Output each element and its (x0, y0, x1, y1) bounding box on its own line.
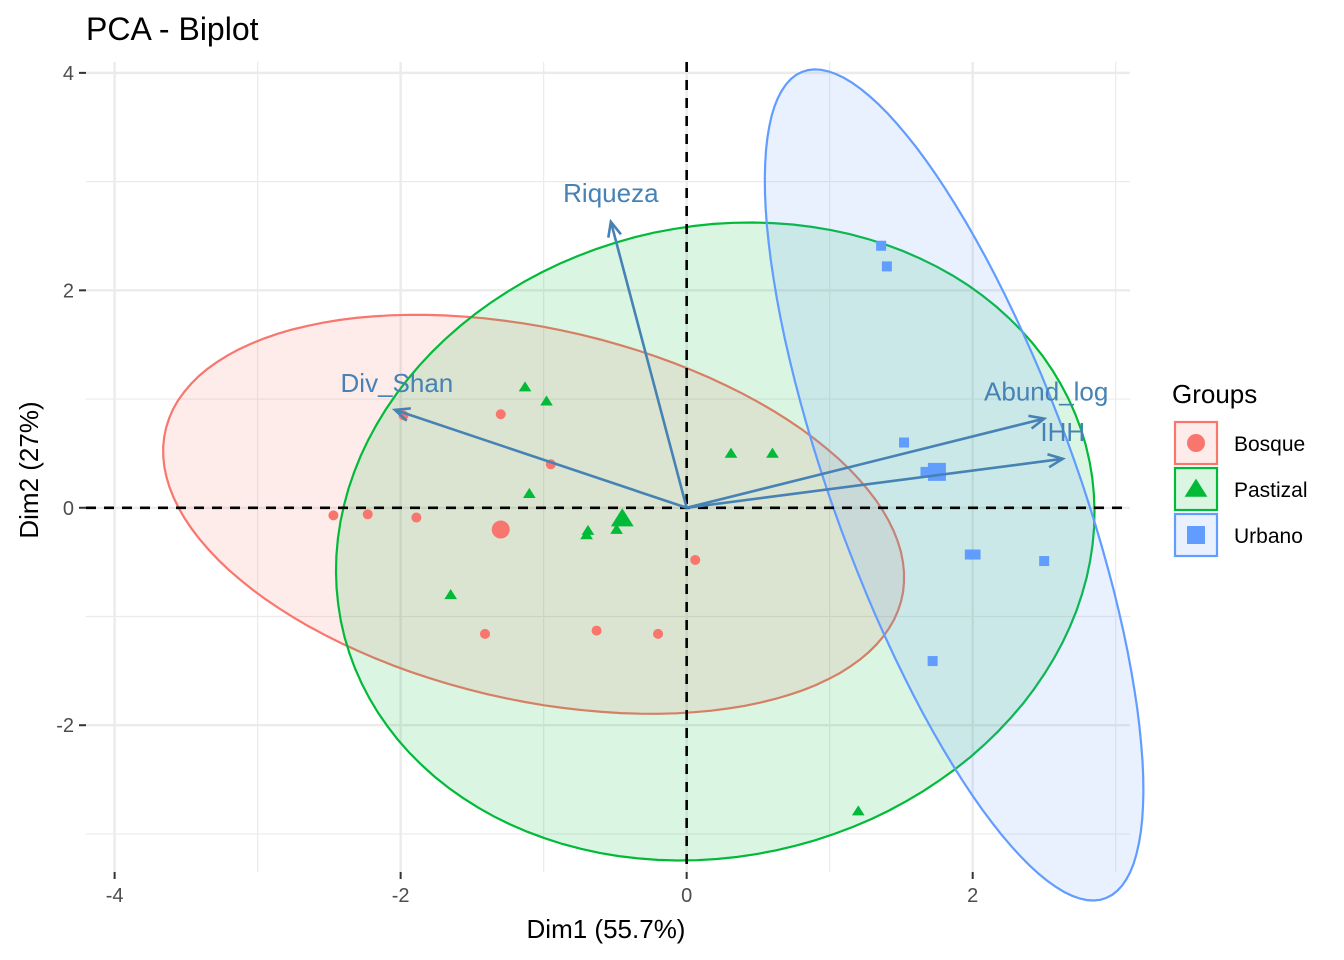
point-pastizal (610, 523, 623, 534)
point-pastizal (580, 529, 593, 540)
x-tick-label: -4 (106, 885, 124, 907)
point-urbano (881, 261, 892, 272)
y-axis-title: Dim2 (27%) (14, 401, 44, 538)
arrow-riqueza (609, 221, 688, 509)
point-urbano (876, 240, 887, 251)
legend-label-urbano: Urbano (1234, 525, 1303, 548)
point-bosque (591, 625, 602, 636)
ellipse-bosque (162, 313, 906, 715)
point-bosque (411, 512, 422, 523)
point-bosque (690, 554, 701, 565)
point-pastizal (766, 447, 779, 458)
point-urbano (920, 466, 931, 477)
point-pastizal (518, 381, 532, 392)
arrow-div-shan (394, 408, 688, 510)
point-urbano (1039, 556, 1050, 567)
point-pastizal (851, 805, 865, 816)
point-urbano (899, 437, 910, 448)
centroid-pastizal (610, 508, 634, 527)
axis-ticks: -4 -2 0 2 -2 0 2 4 (56, 63, 978, 907)
x-tick-label: 0 (681, 885, 692, 907)
variable-label-div-shan: Div_Shan (341, 368, 454, 398)
point-urbano (927, 656, 938, 667)
arrowhead-ihh (1047, 453, 1066, 469)
arrow-ihh (686, 457, 1063, 510)
arrowhead-abund-log (1028, 414, 1048, 430)
variable-label-riqueza: Riqueza (563, 178, 659, 208)
centroid-urbano (927, 462, 946, 481)
variable-arrows: Riqueza Div_Shan Abund_log IHH (341, 178, 1108, 510)
y-tick-label: 2 (63, 280, 74, 302)
point-bosque (328, 510, 339, 521)
legend-symbol-bosque (1187, 434, 1205, 452)
chart-title: PCA - Biplot (86, 11, 259, 47)
x-axis-title: Dim1 (55.7%) (527, 914, 686, 944)
variable-label-abund-log: Abund_log (984, 377, 1108, 407)
point-bosque (495, 409, 506, 420)
y-tick-label: -2 (56, 715, 74, 737)
legend-symbol-urbano (1187, 526, 1205, 544)
legend-symbol-pastizal (1184, 478, 1208, 497)
point-pastizal (523, 487, 536, 498)
x-tick-label: -2 (392, 885, 410, 907)
arrow-abund-log (686, 417, 1045, 510)
point-bosque (480, 628, 491, 639)
legend: Groups Bosque Pastizal Urbano (1172, 379, 1308, 558)
arrowhead-riqueza (607, 218, 622, 238)
centroid-bosque (491, 520, 510, 539)
point-pastizal (724, 447, 738, 458)
point-pastizal (540, 395, 553, 406)
legend-label-pastizal: Pastizal (1234, 479, 1308, 502)
y-tick-label: 4 (63, 63, 74, 85)
point-bosque (362, 509, 373, 520)
ellipse-urbano (763, 68, 1145, 902)
x-tick-label: 2 (967, 885, 978, 907)
y-tick-label: 0 (63, 498, 74, 520)
arrowhead-div-shan (391, 407, 411, 422)
confidence-ellipses (162, 68, 1145, 902)
point-bosque (653, 628, 664, 639)
reference-lines (86, 62, 1130, 872)
point-pastizal (444, 589, 458, 600)
legend-title: Groups (1172, 379, 1257, 409)
legend-label-bosque: Bosque (1234, 433, 1305, 456)
point-urbano (964, 549, 975, 560)
variable-label-ihh: IHH (1040, 417, 1085, 447)
point-urbano (970, 549, 981, 560)
